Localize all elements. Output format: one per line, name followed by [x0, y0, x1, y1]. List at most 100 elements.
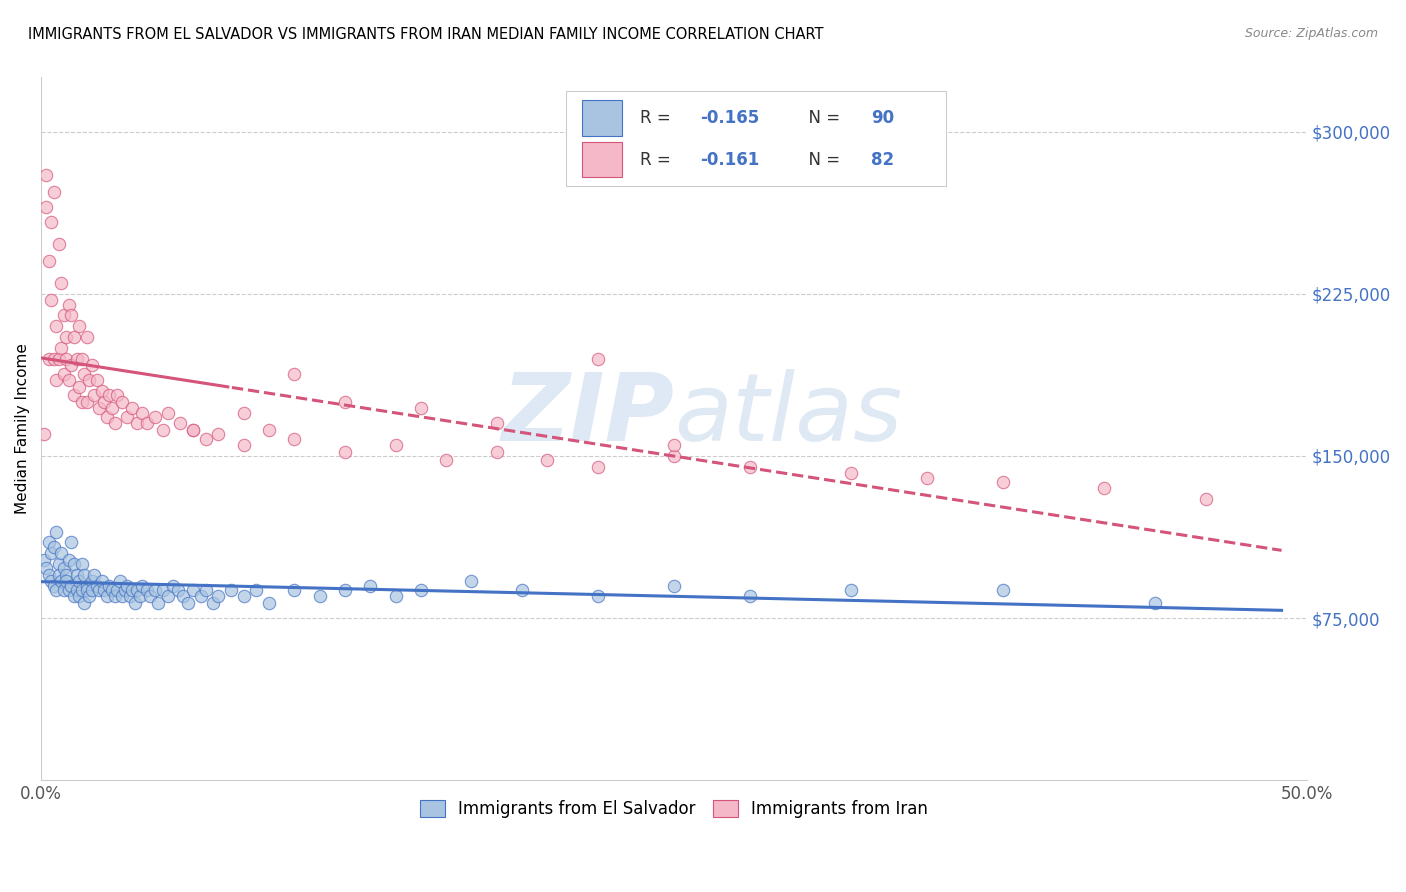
Point — [55, 330, 77, 344]
Point — [52, 367, 75, 381]
FancyBboxPatch shape — [582, 101, 621, 136]
Point — [121, 401, 143, 416]
Text: atlas: atlas — [673, 369, 903, 460]
Point — [219, 582, 242, 597]
Text: R =: R = — [640, 151, 676, 169]
Point — [308, 590, 330, 604]
Point — [65, 582, 87, 597]
Point — [58, 373, 80, 387]
Point — [143, 582, 166, 597]
Point — [45, 582, 67, 597]
Point — [70, 582, 93, 597]
Point — [63, 557, 86, 571]
Point — [105, 582, 128, 597]
Text: ZIP: ZIP — [501, 368, 673, 461]
Point — [76, 330, 98, 344]
Point — [52, 561, 75, 575]
Point — [48, 351, 70, 366]
Point — [232, 406, 254, 420]
Point — [70, 557, 93, 571]
Point — [111, 590, 134, 604]
Point — [156, 590, 179, 604]
Point — [48, 237, 70, 252]
Point — [73, 367, 96, 381]
Point — [156, 406, 179, 420]
Point — [190, 590, 212, 604]
Point — [70, 394, 93, 409]
Point — [51, 341, 73, 355]
Point — [333, 582, 356, 597]
Point — [63, 590, 86, 604]
Point — [136, 582, 159, 597]
Point — [77, 373, 100, 387]
Point — [76, 582, 98, 597]
Point — [90, 384, 112, 398]
Point — [232, 438, 254, 452]
Text: R =: R = — [640, 109, 676, 127]
FancyBboxPatch shape — [582, 142, 621, 178]
Point — [485, 417, 508, 431]
Point — [166, 582, 188, 597]
Point — [51, 276, 73, 290]
Text: -0.165: -0.165 — [700, 109, 759, 127]
Point — [103, 590, 125, 604]
Point — [35, 168, 58, 182]
Point — [58, 582, 80, 597]
Point — [105, 388, 128, 402]
Point — [384, 590, 406, 604]
Point — [485, 444, 508, 458]
Point — [738, 459, 761, 474]
Point — [45, 373, 67, 387]
Point — [80, 358, 103, 372]
Point — [67, 574, 90, 589]
Point — [131, 579, 153, 593]
Legend: Immigrants from El Salvador, Immigrants from Iran: Immigrants from El Salvador, Immigrants … — [413, 793, 935, 825]
Point — [86, 579, 108, 593]
Point — [65, 567, 87, 582]
Point — [32, 552, 55, 566]
Point — [55, 574, 77, 589]
Point — [991, 582, 1014, 597]
Point — [131, 406, 153, 420]
Point — [39, 215, 62, 229]
Point — [39, 574, 62, 589]
Point — [42, 185, 65, 199]
Point — [101, 401, 124, 416]
Point — [86, 373, 108, 387]
Point — [45, 319, 67, 334]
Point — [76, 579, 98, 593]
Point — [839, 582, 862, 597]
Point — [118, 590, 141, 604]
Point — [586, 590, 609, 604]
Point — [143, 409, 166, 424]
Text: N =: N = — [799, 151, 845, 169]
Point — [60, 579, 83, 593]
Point — [38, 535, 60, 549]
Point — [65, 351, 87, 366]
Point — [162, 579, 184, 593]
Point — [283, 582, 305, 597]
Point — [42, 351, 65, 366]
Point — [359, 579, 381, 593]
Point — [52, 582, 75, 597]
Point — [146, 596, 169, 610]
Point — [181, 423, 204, 437]
Point — [586, 459, 609, 474]
Point — [58, 297, 80, 311]
Point — [510, 582, 533, 597]
Point — [915, 470, 938, 484]
Point — [536, 453, 558, 467]
Point — [80, 582, 103, 597]
Point — [839, 466, 862, 480]
Text: IMMIGRANTS FROM EL SALVADOR VS IMMIGRANTS FROM IRAN MEDIAN FAMILY INCOME CORRELA: IMMIGRANTS FROM EL SALVADOR VS IMMIGRANT… — [28, 27, 824, 42]
Point — [73, 567, 96, 582]
Text: N =: N = — [799, 109, 845, 127]
Point — [128, 590, 150, 604]
Point — [58, 552, 80, 566]
Point — [172, 590, 194, 604]
Point — [1194, 492, 1216, 507]
Point — [121, 582, 143, 597]
Point — [257, 423, 280, 437]
Point — [67, 590, 90, 604]
Point — [257, 596, 280, 610]
